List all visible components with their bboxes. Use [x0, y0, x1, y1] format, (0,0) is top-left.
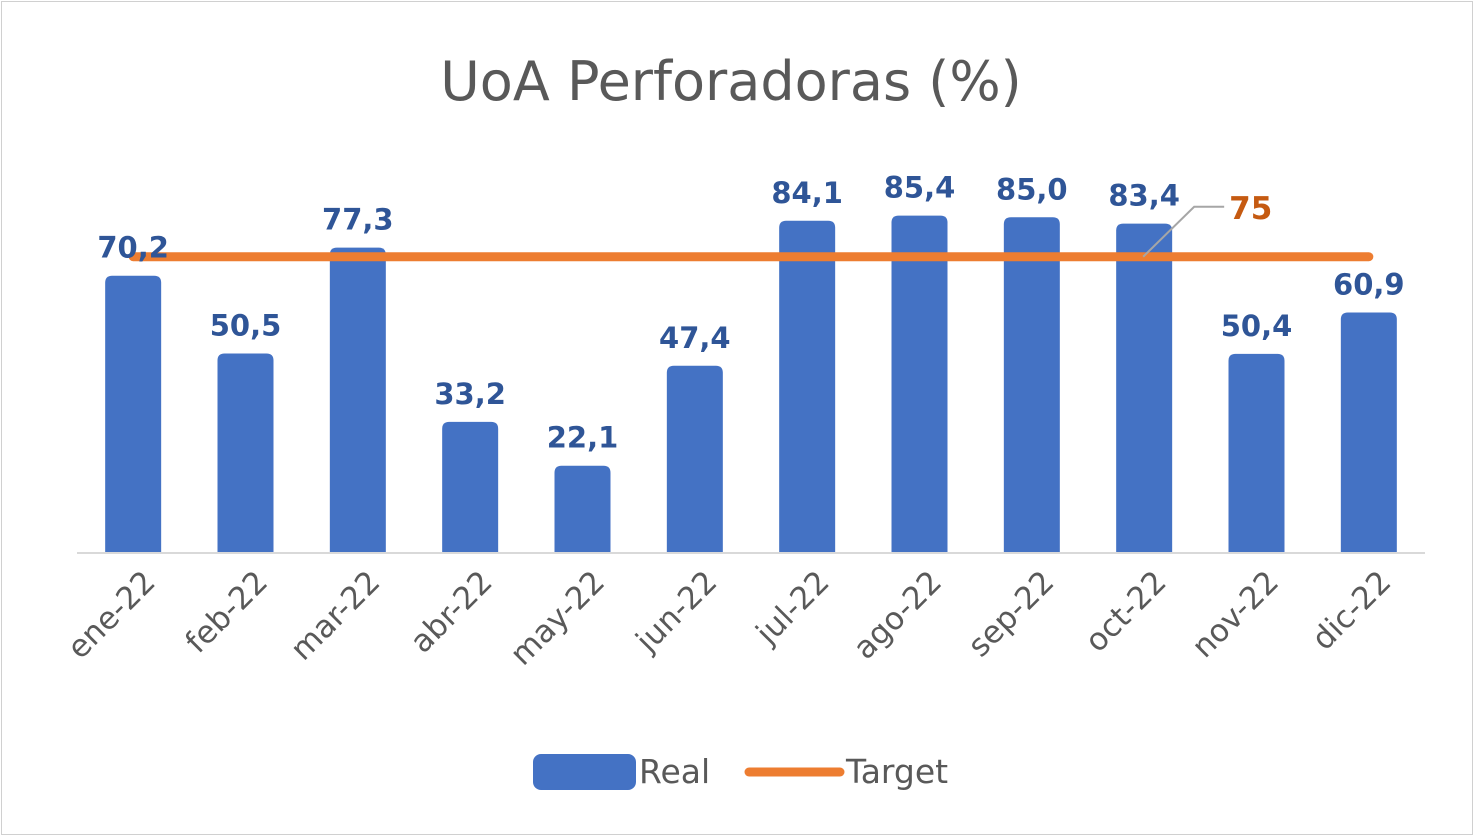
- bar-jun-22: [666, 365, 723, 553]
- x-tick-oct-22: oct-22: [1078, 564, 1173, 659]
- data-label-ene-22: 70,2: [97, 231, 169, 265]
- data-labels-group: 70,2 50,5 77,3 33,2 22,1 47,4 84,1 85,4 85,0 83,4…: [97, 171, 1404, 455]
- x-tick-ago-22: ago-22: [847, 564, 949, 666]
- bar-may-22: [554, 465, 611, 553]
- target-annotation-label: 75: [1229, 191, 1272, 227]
- bar-oct-22: [1116, 223, 1173, 553]
- x-tick-jun-22: jun-22: [628, 564, 724, 660]
- legend-swatch-real: [533, 754, 636, 790]
- x-tick-may-22: may-22: [503, 564, 612, 673]
- bar-sep-22: [1003, 217, 1060, 553]
- target-series-group: 75: [128, 191, 1374, 262]
- target-annotation-leader: [1142, 205, 1225, 258]
- x-tick-jul-22: jul-22: [749, 564, 837, 652]
- data-label-may-22: 22,1: [547, 421, 619, 455]
- x-tick-dic-22: dic-22: [1305, 564, 1398, 657]
- legend-label-target: Target: [845, 752, 948, 791]
- bar-nov-22: [1228, 353, 1285, 553]
- chart-title: UoA Perforadoras (%): [440, 50, 1021, 113]
- x-tick-abr-22: abr-22: [403, 564, 499, 660]
- legend: Real Target: [533, 752, 948, 791]
- x-tick-labels-group: ene-22 feb-22 mar-22 abr-22 may-22 jun-22 jul-…: [61, 564, 1399, 673]
- data-label-feb-22: 50,5: [210, 309, 282, 343]
- bars-group: [105, 215, 1397, 554]
- legend-label-real: Real: [639, 752, 710, 791]
- data-label-nov-22: 50,4: [1221, 309, 1293, 343]
- data-label-dic-22: 60,9: [1333, 267, 1405, 301]
- data-label-jul-22: 84,1: [771, 176, 843, 210]
- data-label-abr-22: 33,2: [434, 377, 506, 411]
- data-label-mar-22: 77,3: [322, 203, 394, 237]
- bar-mar-22: [329, 247, 386, 554]
- x-tick-ene-22: ene-22: [61, 564, 163, 666]
- data-label-jun-22: 47,4: [659, 321, 731, 355]
- bar-ene-22: [105, 275, 162, 553]
- x-tick-mar-22: mar-22: [284, 564, 388, 668]
- data-label-oct-22: 83,4: [1108, 179, 1180, 213]
- data-label-sep-22: 85,0: [996, 172, 1068, 206]
- x-tick-sep-22: sep-22: [961, 564, 1061, 664]
- bar-dic-22: [1340, 312, 1397, 553]
- bar-jul-22: [779, 220, 836, 553]
- bar-feb-22: [217, 353, 274, 553]
- bar-ago-22: [891, 215, 948, 554]
- x-tick-nov-22: nov-22: [1185, 564, 1286, 665]
- data-label-ago-22: 85,4: [884, 171, 956, 205]
- x-tick-feb-22: feb-22: [179, 564, 275, 660]
- bar-abr-22: [442, 421, 499, 553]
